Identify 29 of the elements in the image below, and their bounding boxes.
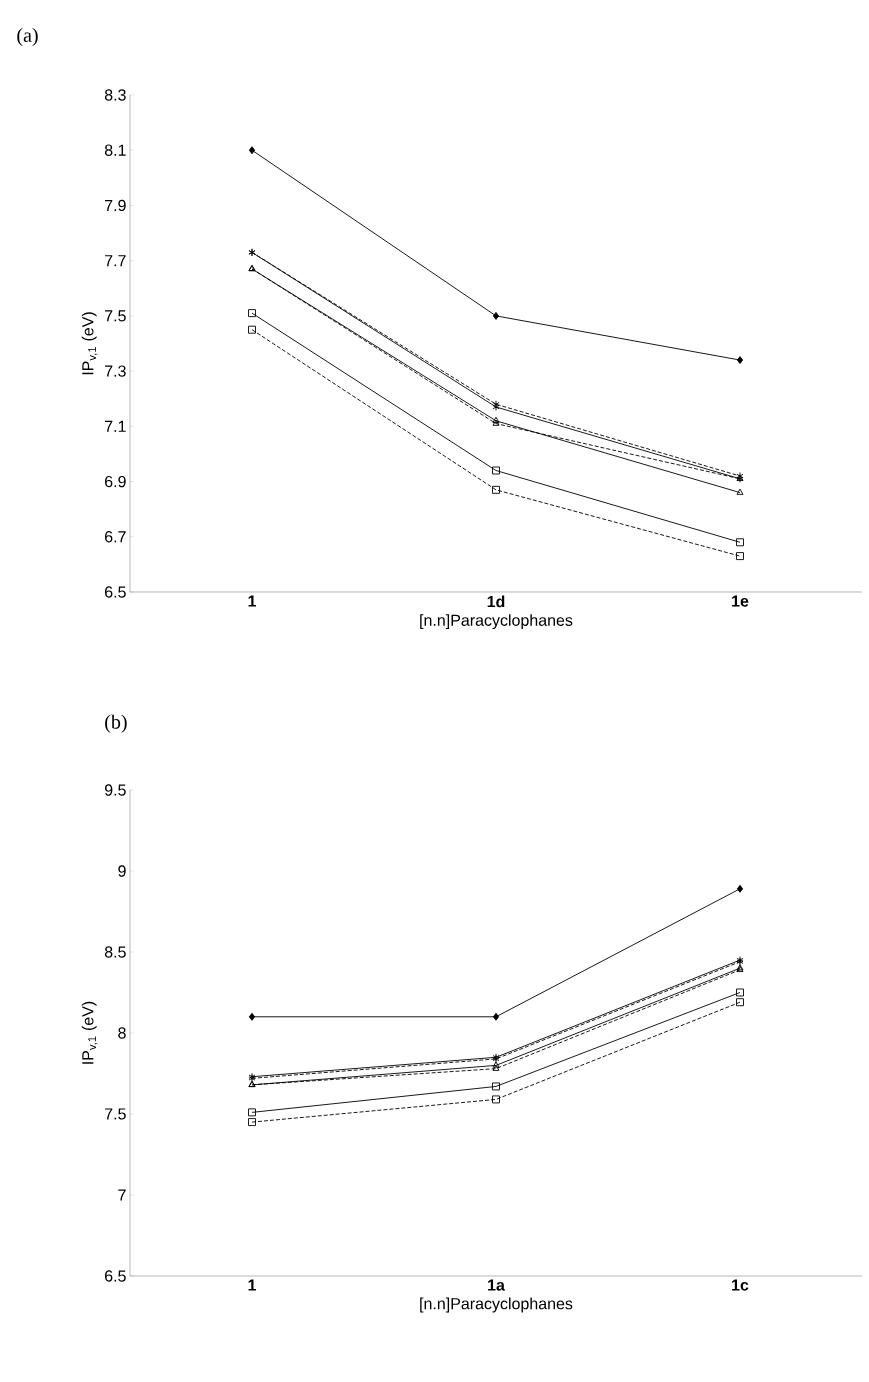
x-tick-label: 1 <box>248 595 256 607</box>
y-tick-label: 7.7 <box>105 255 126 267</box>
y-tick-label: 6.5 <box>105 1270 126 1282</box>
x-tick-label: 1d <box>487 595 505 608</box>
y-tick-label: 7 <box>118 1189 126 1201</box>
x-tick-label: 1 <box>248 1279 256 1291</box>
y-tick-label: 7.1 <box>105 420 126 432</box>
y-tick-label: 6.9 <box>105 475 126 488</box>
y-tick-label: 7.3 <box>105 365 126 377</box>
y-tick-label: 7.9 <box>105 199 126 212</box>
x-tick-label: 1c <box>732 1279 749 1291</box>
y-tick-label: 6.7 <box>105 531 126 543</box>
x-tick-label: 1e <box>732 595 749 607</box>
chart-title: (b) <box>105 714 127 733</box>
y-tick-label: 8.5 <box>104 946 126 958</box>
y-tick-label: 6.5 <box>105 586 126 598</box>
y-tick-label: 9.5 <box>104 784 126 796</box>
y-axis-title: IP$_{v,1}$ (eV) <box>81 312 98 375</box>
y-tick-label: 7.5 <box>105 310 126 322</box>
y-tick-label: 8.1 <box>104 144 126 156</box>
y-tick-label: 8 <box>118 1027 126 1039</box>
chart-title: (a) <box>17 27 38 47</box>
x-axis-title: [n.n]Paracyclophanes <box>420 1297 573 1313</box>
y-tick-label: 8.3 <box>104 89 126 101</box>
y-axis-title: IP$_{v,1}$ (eV) <box>81 1001 98 1064</box>
y-tick-label: 7.5 <box>105 1108 126 1120</box>
x-axis-title: [n.n]Paracyclophanes <box>420 614 573 630</box>
x-tick-label: 1a <box>488 1279 505 1291</box>
y-tick-label: 9 <box>118 865 126 877</box>
